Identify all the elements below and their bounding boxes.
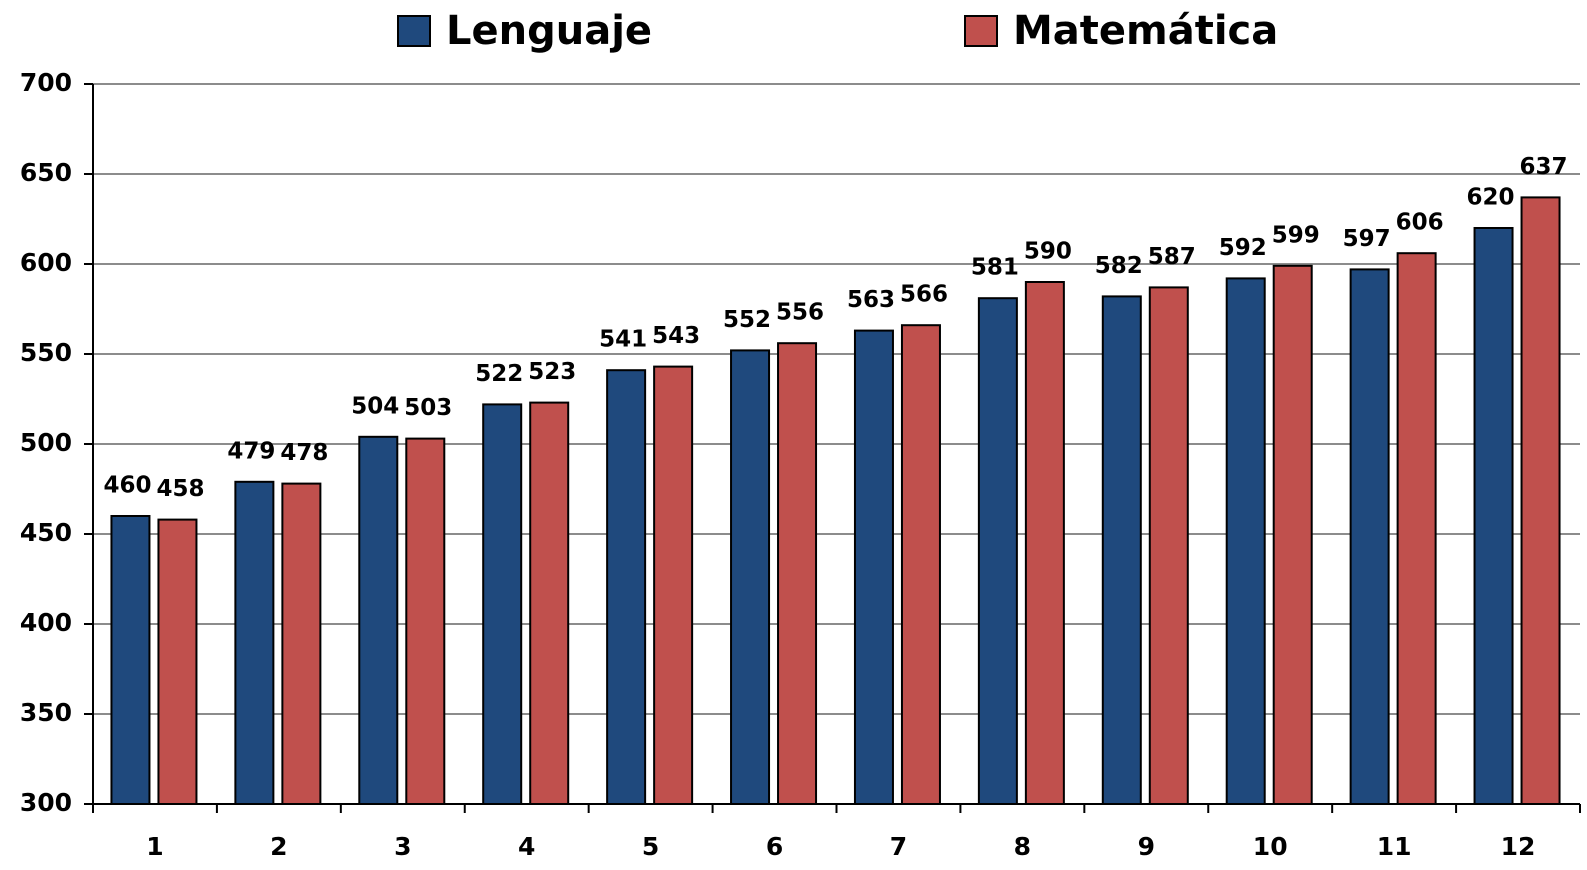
value-label: 458 <box>156 476 204 502</box>
x-tick-label: 9 <box>1138 832 1155 861</box>
value-label: 541 <box>599 327 647 353</box>
legend-label: Lenguaje <box>446 8 652 54</box>
legend-label: Matemática <box>1013 8 1278 54</box>
bar <box>358 435 399 805</box>
bar <box>529 401 570 805</box>
value-label: 504 <box>351 393 399 419</box>
value-label: 597 <box>1343 226 1391 252</box>
value-label: 590 <box>1024 239 1072 265</box>
y-tick-label: 650 <box>20 158 72 187</box>
bar <box>1349 268 1390 805</box>
value-label: 522 <box>475 361 523 387</box>
legend-swatch <box>964 15 998 47</box>
x-tick-label: 3 <box>394 832 411 861</box>
value-label: 620 <box>1467 185 1515 211</box>
value-label: 587 <box>1148 244 1196 270</box>
value-label: 606 <box>1396 210 1444 236</box>
bar <box>853 329 894 805</box>
x-tick-label: 6 <box>766 832 783 861</box>
value-label: 503 <box>404 395 452 421</box>
bar <box>281 482 322 805</box>
x-tick-label: 1 <box>146 832 163 861</box>
value-label: 592 <box>1219 235 1267 261</box>
y-tick-label: 500 <box>20 428 72 457</box>
value-label: 460 <box>103 473 151 499</box>
x-tick-label: 12 <box>1501 832 1536 861</box>
bar <box>1473 227 1514 805</box>
y-tick-label: 600 <box>20 248 72 277</box>
x-tick-label: 7 <box>890 832 907 861</box>
bar <box>234 480 275 805</box>
x-tick-label: 11 <box>1377 832 1412 861</box>
bar <box>977 297 1018 805</box>
y-tick-label: 450 <box>20 518 72 547</box>
y-tick-label: 300 <box>20 788 72 817</box>
value-label: 637 <box>1520 154 1568 180</box>
bar <box>110 515 151 805</box>
bar <box>1148 286 1189 805</box>
bar <box>405 437 446 805</box>
bar <box>1396 252 1437 805</box>
bar <box>1272 264 1313 805</box>
bar <box>482 403 523 805</box>
y-tick-label: 550 <box>20 338 72 367</box>
x-tick-label: 8 <box>1014 832 1031 861</box>
value-label: 478 <box>280 440 328 466</box>
y-tick-label: 350 <box>20 698 72 727</box>
bar <box>157 518 198 805</box>
y-tick-label: 400 <box>20 608 72 637</box>
bar <box>606 369 647 805</box>
value-label: 581 <box>971 255 1019 281</box>
value-label: 552 <box>723 307 771 333</box>
value-label: 556 <box>776 300 824 326</box>
bar <box>1520 196 1561 805</box>
bar <box>777 342 818 805</box>
bar <box>1101 295 1142 805</box>
x-tick-label: 5 <box>642 832 659 861</box>
value-label: 566 <box>900 282 948 308</box>
x-tick-label: 2 <box>270 832 287 861</box>
x-tick-label: 4 <box>518 832 535 861</box>
value-label: 543 <box>652 323 700 349</box>
bar <box>1024 281 1065 805</box>
bar <box>1225 277 1266 805</box>
value-label: 582 <box>1095 253 1143 279</box>
bar <box>653 365 694 805</box>
value-label: 599 <box>1272 222 1320 248</box>
bar <box>900 324 941 805</box>
bar <box>730 349 771 805</box>
value-label: 523 <box>528 359 576 385</box>
x-tick-label: 10 <box>1253 832 1288 861</box>
y-tick-label: 700 <box>20 68 72 97</box>
value-label: 563 <box>847 287 895 313</box>
legend-swatch <box>397 15 431 47</box>
value-label: 479 <box>227 438 275 464</box>
